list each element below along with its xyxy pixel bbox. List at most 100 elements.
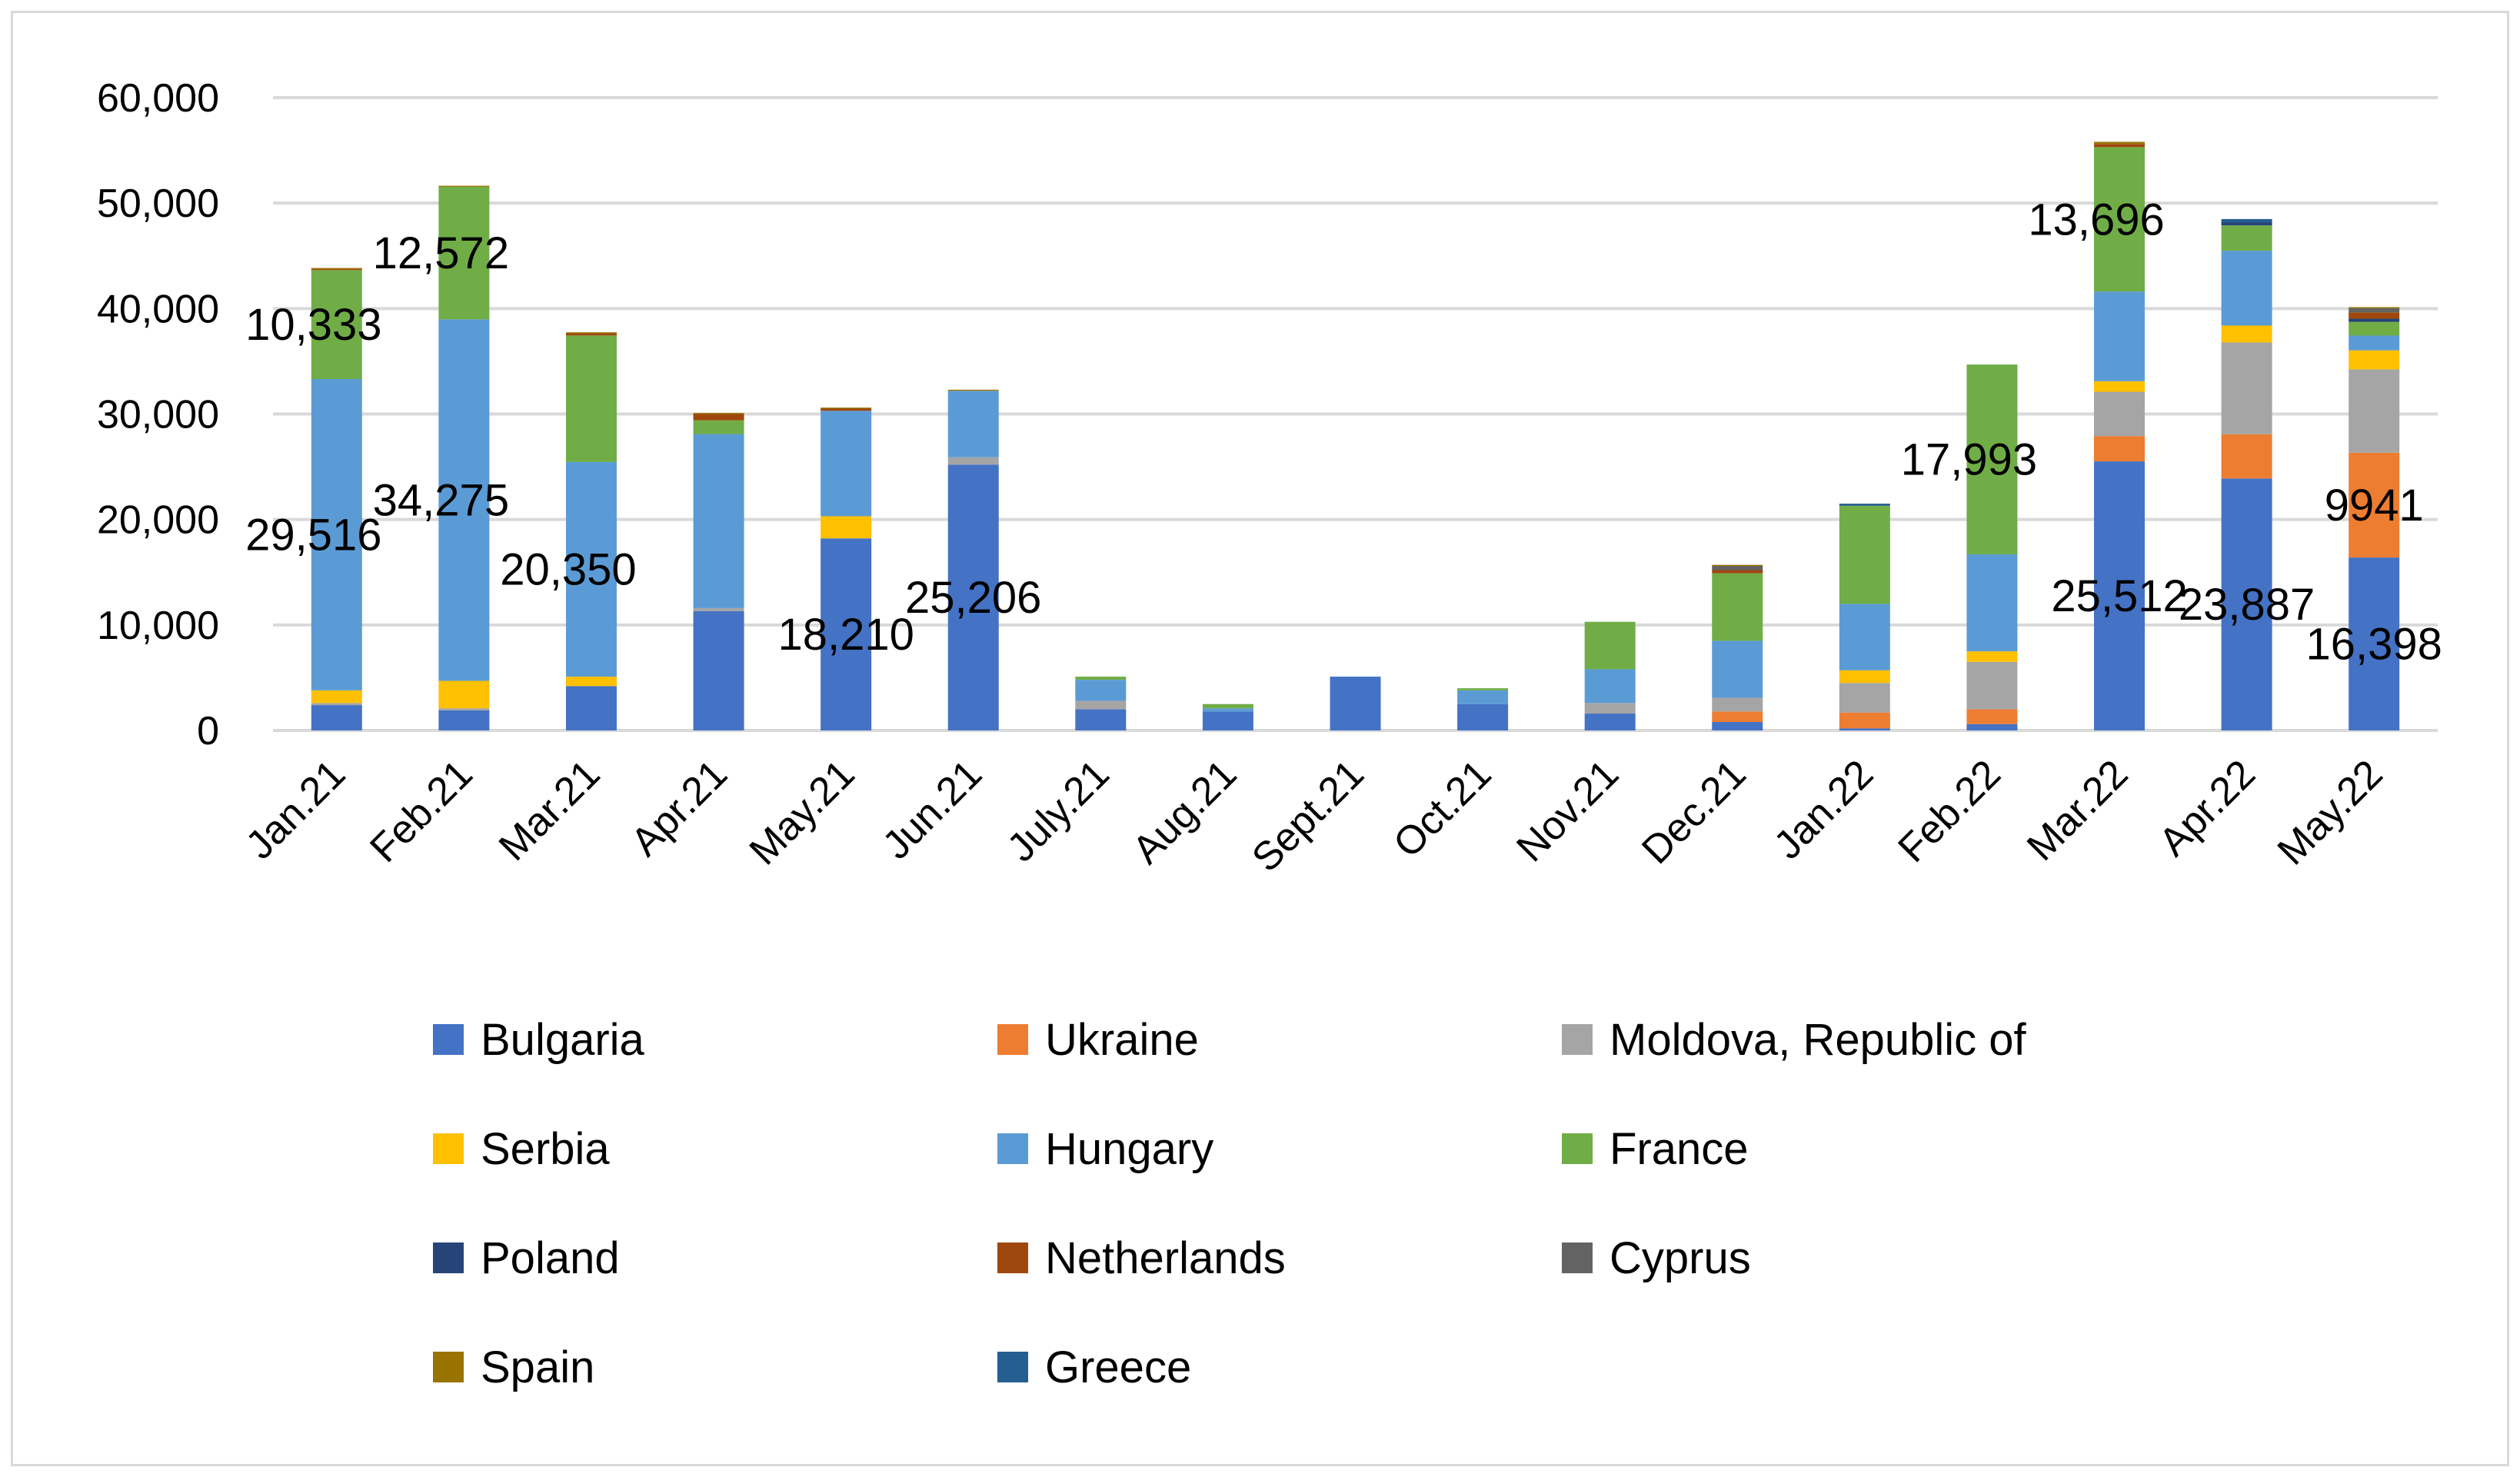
bar-apr-21-france — [693, 420, 744, 434]
data-label: 25,206 — [905, 573, 1041, 623]
bar-apr-21-moldova-republic-of — [693, 607, 744, 612]
data-label: 34,275 — [373, 475, 509, 525]
bar-dec-21-moldova-republic-of — [1712, 697, 1763, 712]
bar-aug-21-france — [1202, 704, 1253, 709]
legend-swatch — [433, 1024, 464, 1055]
bar-mar-22-bulgaria — [2094, 461, 2145, 730]
bar-jan-21-france — [311, 270, 362, 380]
legend-label: Netherlands — [1045, 1233, 1286, 1283]
legend-label: Bulgaria — [481, 1015, 645, 1065]
legend-item-serbia: Serbia — [433, 1124, 610, 1174]
bar-feb-22-hungary — [1966, 554, 2018, 652]
bar-jan-22-france — [1839, 505, 1890, 604]
x-tick-label: Jan.21 — [238, 751, 354, 867]
legend-item-ukraine: Ukraine — [997, 1015, 1199, 1065]
x-tick-label: Apr.21 — [623, 751, 736, 864]
bar-mar-22-moldova-republic-of — [2094, 391, 2145, 437]
legend-label: Moldova, Republic of — [1610, 1015, 2027, 1065]
bar-mar-22-spain — [2094, 141, 2145, 145]
x-tick-label: Dec.21 — [1633, 751, 1755, 873]
data-label: 25,512 — [2051, 571, 2187, 621]
bar-feb-21-bulgaria — [438, 710, 490, 730]
y-axis-ticks: 0 10,000 20,000 30,000 40,000 50,000 60,000 — [97, 76, 219, 753]
y-tick-label: 60,000 — [97, 76, 219, 121]
bar-dec-21-cyprus — [1712, 566, 1763, 571]
x-tick-label: Feb.21 — [361, 751, 481, 870]
legend-item-greece: Greece — [997, 1342, 1191, 1392]
legend-item-netherlands: Netherlands — [997, 1233, 1286, 1283]
bar-apr-22-bulgaria — [2221, 478, 2272, 730]
x-tick-label: Apr.22 — [2151, 751, 2264, 864]
bar-july-21-moldova-republic-of — [1075, 700, 1127, 710]
bar-jan-22-moldova-republic-of — [1839, 683, 1890, 713]
legend-label: Cyprus — [1610, 1233, 1751, 1283]
bar-mar-21-serbia — [565, 677, 617, 687]
y-tick-label: 10,000 — [97, 604, 219, 648]
bar-jan-21-netherlands — [311, 268, 362, 271]
data-label: 10,333 — [245, 300, 381, 350]
bar-feb-21-spain — [438, 185, 490, 187]
bar-may-22-serbia — [2349, 350, 2400, 370]
bar-may-22-moldova-republic-of — [2349, 369, 2400, 453]
y-tick-label: 0 — [197, 709, 219, 753]
bar-feb-21-moldova-republic-of — [438, 708, 490, 710]
legend-swatch — [433, 1352, 464, 1382]
x-tick-label: Mar.22 — [2019, 751, 2136, 869]
x-tick-label: Jun.21 — [874, 751, 990, 867]
bar-apr-22-ukraine — [2221, 434, 2272, 479]
x-tick-label: May.21 — [741, 751, 864, 873]
bar-may-21-hungary — [821, 411, 872, 517]
legend-item-poland: Poland — [433, 1233, 620, 1283]
y-tick-label: 20,000 — [97, 498, 219, 543]
bar-dec-21-hungary — [1712, 640, 1763, 698]
bar-nov-21-bulgaria — [1584, 714, 1636, 730]
bar-aug-21-bulgaria — [1202, 711, 1253, 730]
legend-swatch — [997, 1133, 1028, 1164]
bar-apr-21-spain — [693, 413, 744, 414]
x-axis-ticks: Jan.21 Feb.21 Mar.21 Apr.21 May.21 Jun.21 July… — [238, 751, 2392, 880]
bar-mar-22-hungary — [2094, 291, 2145, 381]
legend-swatch — [1562, 1242, 1593, 1273]
bar-mar-21-bulgaria — [565, 686, 617, 730]
bar-apr-22-hungary — [2221, 251, 2272, 326]
bar-dec-21-netherlands — [1712, 570, 1763, 574]
bar-jan-22-greece — [1839, 504, 1890, 506]
legend-swatch — [433, 1133, 464, 1164]
legend-label: Serbia — [481, 1124, 610, 1174]
bar-may-22-spain — [2349, 307, 2400, 308]
legend-label: Poland — [481, 1233, 620, 1283]
bar-may-21-bulgaria — [821, 538, 872, 730]
bar-jan-22-bulgaria — [1839, 728, 1890, 730]
bar-dec-21-ukraine — [1712, 711, 1763, 723]
legend-label: Hungary — [1045, 1124, 1213, 1174]
bar-jan-21-moldova-republic-of — [311, 703, 362, 706]
x-tick-label: May.22 — [2269, 751, 2392, 873]
bar-feb-21-serbia — [438, 680, 490, 709]
bar-feb-22-france — [1966, 364, 2018, 554]
bar-may-22-ukraine — [2349, 452, 2400, 558]
x-tick-label: Feb.22 — [1889, 751, 2009, 870]
bars — [311, 141, 2400, 730]
bar-mar-22-ukraine — [2094, 436, 2145, 462]
bar-may-22-netherlands — [2349, 312, 2400, 319]
bar-mar-21-netherlands — [565, 333, 617, 336]
bar-may-22-france — [2349, 321, 2400, 336]
bar-aug-21-hungary — [1202, 708, 1253, 712]
bar-may-21-serbia — [821, 516, 872, 539]
bar-apr-21-bulgaria — [693, 611, 744, 730]
legend-label: France — [1610, 1124, 1749, 1174]
x-tick-label: July.21 — [999, 751, 1118, 870]
legend-item-hungary: Hungary — [997, 1124, 1213, 1174]
data-label: 16,398 — [2306, 620, 2442, 670]
bar-jun-21-bulgaria — [947, 464, 999, 730]
bar-jun-21-spain — [947, 389, 999, 391]
bar-july-21-hungary — [1075, 680, 1127, 701]
legend-label: Ukraine — [1045, 1015, 1199, 1065]
bar-apr-21-netherlands — [693, 414, 744, 421]
legend-item-france: France — [1562, 1124, 1749, 1174]
bar-feb-22-ukraine — [1966, 709, 2018, 724]
bar-apr-22-poland — [2221, 222, 2272, 226]
bar-oct-21-bulgaria — [1457, 704, 1509, 730]
bar-feb-21-hungary — [438, 319, 490, 681]
